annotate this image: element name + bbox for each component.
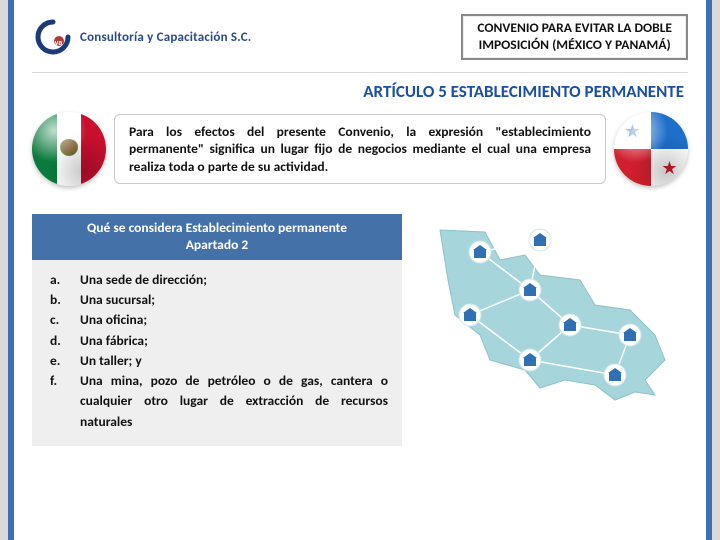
list-body: Una sede de dirección;Una sucursal;Una o… [32,260,402,446]
building-node-icon [604,364,626,386]
divider [32,72,688,73]
header: va Consultoría y Capacitación S.C. CONVE… [32,8,688,66]
frame-right [706,0,720,540]
list-item: Un taller; y [46,351,388,371]
header-title-line1: CONVENIO PARA EVITAR LA DOBLE [477,20,672,37]
list-item: Una mina, pozo de petróleo o de gas, can… [46,371,388,432]
article-title: ARTÍCULO 5 ESTABLECIMIENTO PERMANENTE [32,81,688,102]
building-node-icon [469,241,491,263]
list-header: Qué se considera Establecimiento permane… [32,214,402,260]
summary-text: Para los efectos del presente Convenio, … [114,114,606,185]
building-node-icon [519,279,541,301]
summary-row: Para los efectos del presente Convenio, … [32,112,688,186]
frame-left [0,0,14,540]
list-item: Una oficina; [46,310,388,330]
list-item: Una fábrica; [46,331,388,351]
map-area [422,214,688,420]
mexico-map-icon [430,220,680,420]
list-item: Una sucursal; [46,290,388,310]
list-block: Qué se considera Establecimiento permane… [32,214,402,446]
flag-panama-icon: ★★ [614,112,688,186]
header-title-line2: IMPOSICIÓN (MÉXICO Y PANAMÁ) [477,37,672,54]
list-header-line2: Apartado 2 [40,237,394,254]
list-item: Una sede de dirección; [46,270,388,290]
building-node-icon [619,324,641,346]
brand-text: Consultoría y Capacitación S.C. [80,31,251,44]
logo-mark: va [32,16,74,58]
brand-logo: va Consultoría y Capacitación S.C. [32,16,251,58]
building-node-icon [559,314,581,336]
flag-mexico-icon [32,112,106,186]
header-title-box: CONVENIO PARA EVITAR LA DOBLE IMPOSICIÓN… [461,14,688,60]
svg-text:va: va [55,40,63,47]
building-node-icon [459,304,481,326]
list-header-line1: Qué se considera Establecimiento permane… [40,220,394,237]
building-node-icon [519,349,541,371]
building-node-icon [529,229,551,251]
